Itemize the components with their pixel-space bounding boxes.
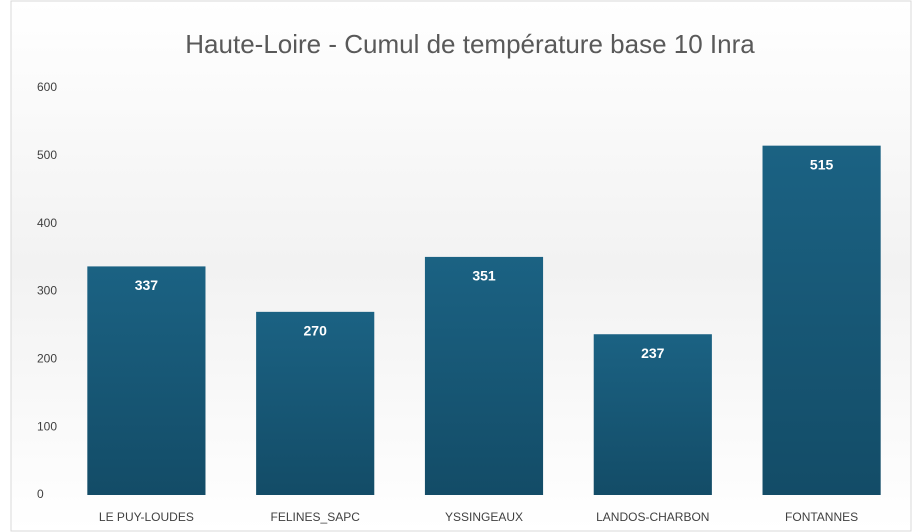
bar (424, 256, 544, 495)
bar (593, 334, 712, 495)
x-tick-label: YSSINGEAUX (445, 510, 523, 524)
data-label: 270 (304, 323, 328, 339)
y-tick-label: 600 (37, 80, 57, 94)
data-label: 237 (641, 345, 665, 361)
bar (87, 266, 206, 495)
x-tick-label: FELINES_SAPC (271, 510, 361, 524)
y-tick-label: 300 (37, 284, 57, 298)
y-tick-label: 500 (37, 148, 57, 162)
y-tick-label: 100 (37, 419, 57, 433)
y-tick-label: 200 (37, 352, 57, 366)
data-label: 351 (472, 268, 496, 284)
x-tick-label: FONTANNES (785, 510, 858, 524)
bar (762, 145, 881, 496)
data-label: 515 (810, 156, 834, 172)
bar (256, 311, 375, 495)
x-tick-label: LE PUY-LOUDES (99, 510, 194, 524)
y-tick-label: 400 (37, 216, 57, 230)
y-tick-label: 0 (37, 487, 44, 501)
chart-title: Haute-Loire - Cumul de température base … (185, 29, 755, 59)
data-label: 337 (135, 277, 159, 293)
x-tick-label: LANDOS-CHARBON (596, 510, 709, 524)
